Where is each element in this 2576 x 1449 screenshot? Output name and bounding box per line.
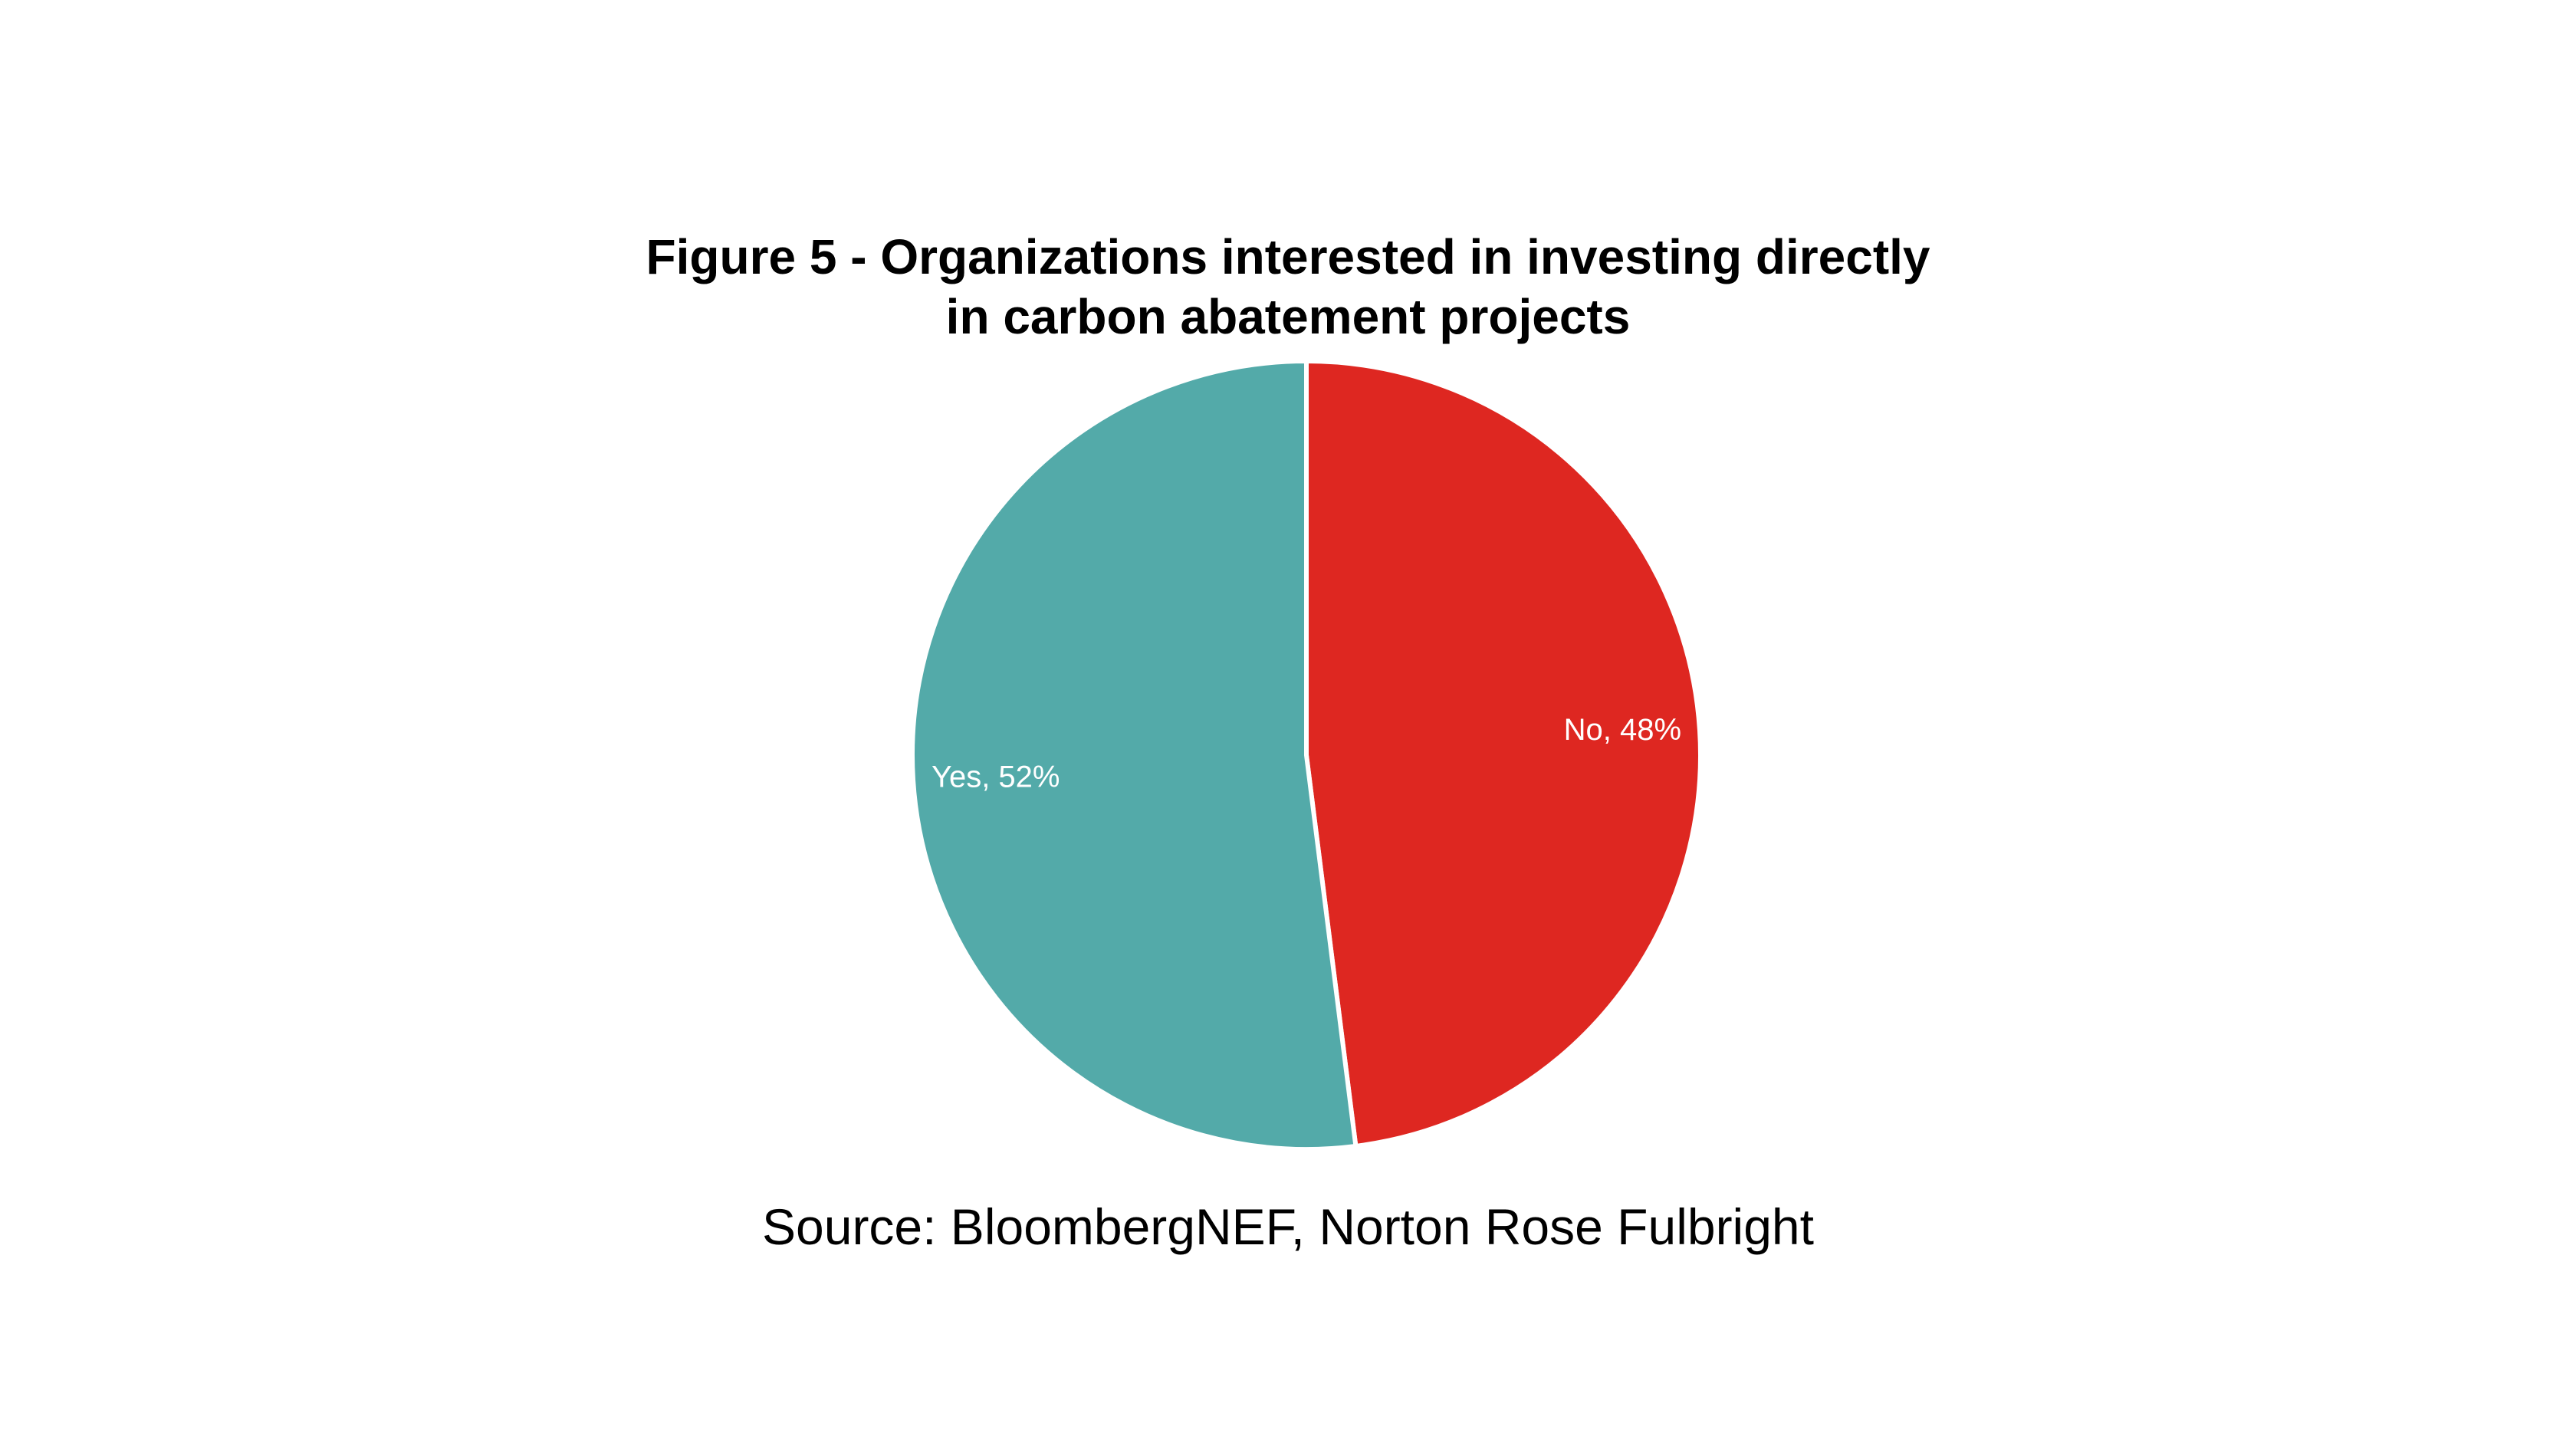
chart-title: Figure 5 - Organizations interested in i… (0, 227, 2576, 347)
chart-title-line-2: in carbon abatement projects (945, 289, 1631, 344)
pie-slice-no (1304, 359, 1704, 1148)
data-label-no: No, 48% (1564, 713, 1681, 747)
data-label-yes: Yes, 52% (932, 760, 1060, 794)
chart-title-line-1: Figure 5 - Organizations interested in i… (646, 229, 1930, 284)
pie-slice-yes (910, 359, 1359, 1152)
chart-source: Source: BloombergNEF, Norton Rose Fulbri… (762, 1198, 1814, 1255)
